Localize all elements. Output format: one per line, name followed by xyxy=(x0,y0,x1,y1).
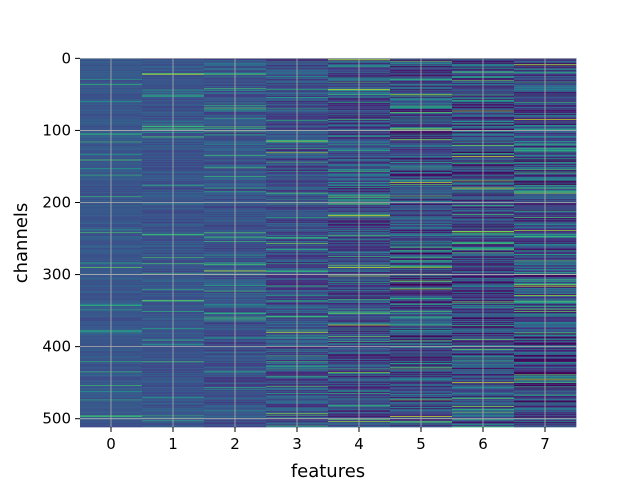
y-axis-ticks: 0 100 200 300 400 500 xyxy=(42,49,80,428)
y-tick-label: 0 xyxy=(61,49,71,67)
x-tick-label: 5 xyxy=(416,435,426,453)
x-tick-label: 0 xyxy=(106,435,116,453)
grid-lines xyxy=(80,57,576,427)
y-tick-label: 400 xyxy=(42,338,71,356)
x-tick-label: 2 xyxy=(230,435,240,453)
y-axis-label: channels xyxy=(11,203,32,284)
x-tick-label: 7 xyxy=(540,435,550,453)
x-axis-ticks: 0 1 2 3 4 5 6 7 xyxy=(106,427,550,453)
x-tick-label: 6 xyxy=(478,435,488,453)
x-axis-label: features xyxy=(291,461,365,480)
heatmap-cells xyxy=(80,58,577,428)
y-tick-label: 200 xyxy=(42,194,71,212)
x-tick-label: 1 xyxy=(168,435,178,453)
y-tick-label: 300 xyxy=(42,266,71,284)
x-tick-label: 4 xyxy=(354,435,364,453)
y-tick-label: 500 xyxy=(42,410,71,428)
y-tick-label: 100 xyxy=(42,121,71,139)
x-tick-label: 3 xyxy=(292,435,302,453)
